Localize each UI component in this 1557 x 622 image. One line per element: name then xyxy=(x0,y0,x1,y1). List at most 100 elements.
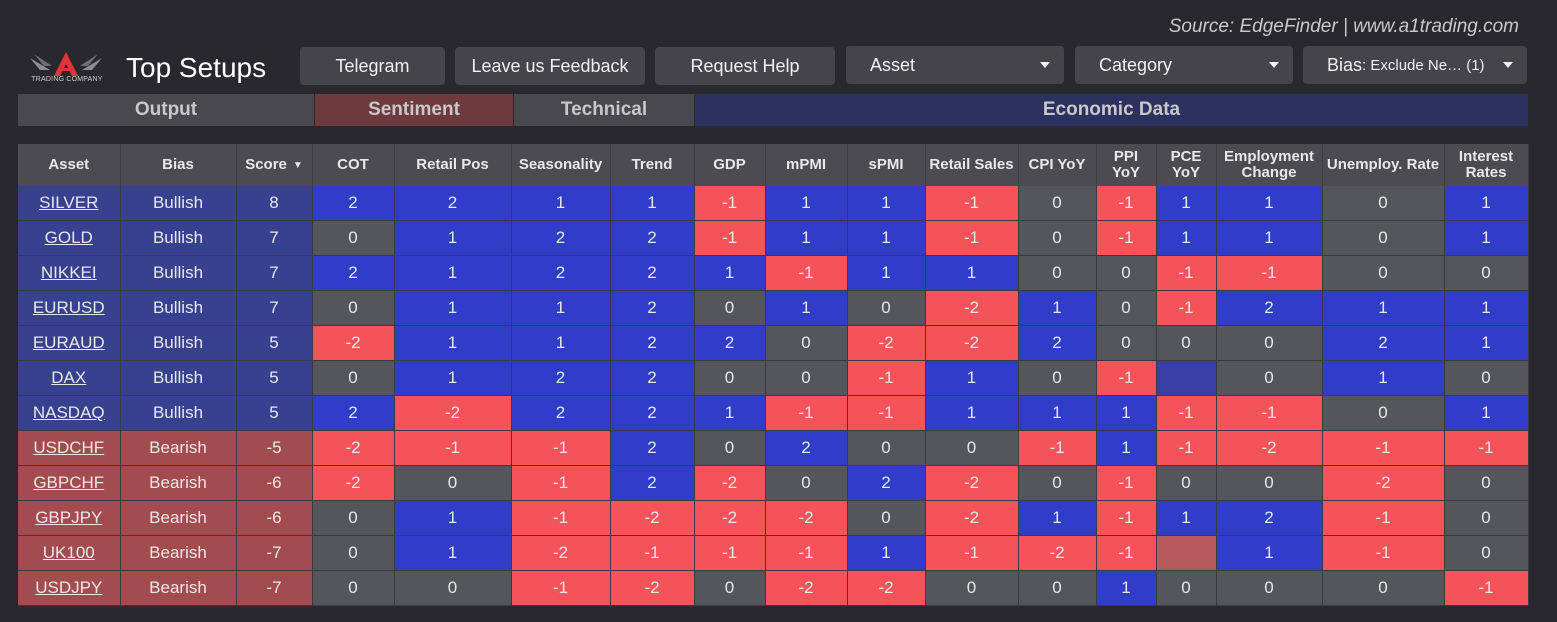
table-row: NASDAQ Bullish 5 2 -2 2 2 1 -1 -1 1 1 1 -1 -1 0 1 xyxy=(18,395,1529,431)
value-cell: -1 xyxy=(1156,430,1217,466)
value-cell: 2 xyxy=(610,255,695,291)
value-cell: -2 xyxy=(925,465,1019,501)
value-cell: 0 xyxy=(1322,220,1445,256)
value-cell: 1 xyxy=(694,395,766,431)
value-cell: 1 xyxy=(1444,220,1529,256)
asset-link[interactable]: GOLD xyxy=(44,228,93,247)
telegram-button[interactable]: Telegram xyxy=(300,47,445,85)
column-header-retail-pos[interactable]: Retail Pos xyxy=(394,144,512,186)
asset-cell: SILVER xyxy=(18,186,121,221)
asset-link[interactable]: DAX xyxy=(51,368,87,387)
value-cell: 1 xyxy=(1216,186,1323,221)
value-cell: 0 xyxy=(694,290,766,326)
value-cell: 0 xyxy=(1018,220,1097,256)
asset-link[interactable]: EURAUD xyxy=(32,333,105,352)
value-cell: 1 xyxy=(765,290,848,326)
asset-dropdown[interactable]: Asset xyxy=(846,46,1064,84)
column-header-cot[interactable]: COT xyxy=(312,144,395,186)
value-cell: -1 xyxy=(511,570,611,606)
column-header-ppi-yoy[interactable]: PPI YoY xyxy=(1096,144,1157,186)
value-cell: 1 xyxy=(394,255,512,291)
score-cell: -5 xyxy=(236,430,313,466)
asset-link[interactable]: GBPJPY xyxy=(35,508,103,527)
value-cell: 2 xyxy=(312,255,395,291)
column-header-unemploy-rate[interactable]: Unemploy. Rate xyxy=(1322,144,1445,186)
table-row: GBPCHF Bearish -6 -2 0 -1 2 -2 0 2 -2 0 -1 0 0 -2 0 xyxy=(18,465,1529,501)
value-cell: -2 xyxy=(925,290,1019,326)
column-header-cpi-yoy[interactable]: CPI YoY xyxy=(1018,144,1097,186)
value-cell: 0 xyxy=(1018,465,1097,501)
column-header-spmi[interactable]: sPMI xyxy=(847,144,926,186)
column-header-label: Employment Change xyxy=(1223,148,1314,181)
column-header-asset[interactable]: Asset xyxy=(18,144,121,186)
value-cell: 2 xyxy=(394,186,512,221)
value-cell: 2 xyxy=(694,325,766,361)
bias-dropdown-value: : Exclude Ne… (1) xyxy=(1362,56,1485,74)
value-cell: -1 xyxy=(610,535,695,571)
score-cell: 5 xyxy=(236,325,313,361)
column-header-seasonality[interactable]: Seasonality xyxy=(511,144,611,186)
asset-link[interactable]: USDCHF xyxy=(33,438,105,457)
asset-cell: DAX xyxy=(18,360,121,396)
value-cell: 0 xyxy=(1216,570,1323,606)
asset-link[interactable]: UK100 xyxy=(42,543,95,562)
value-cell: 0 xyxy=(1322,395,1445,431)
sort-desc-icon[interactable]: ▼ xyxy=(292,159,303,171)
value-cell: 1 xyxy=(1096,570,1157,606)
asset-link[interactable]: NASDAQ xyxy=(32,403,105,422)
page-title: Top Setups xyxy=(126,52,267,83)
column-header-gdp[interactable]: GDP xyxy=(694,144,766,186)
bias-cell: Bullish xyxy=(120,186,237,221)
value-cell: 1 xyxy=(394,220,512,256)
request-help-button[interactable]: Request Help xyxy=(655,47,835,85)
value-cell xyxy=(1156,360,1217,396)
value-cell: 0 xyxy=(925,570,1019,606)
value-cell: -1 xyxy=(1216,255,1323,291)
bias-cell: Bullish xyxy=(120,325,237,361)
category-dropdown[interactable]: Category xyxy=(1075,46,1293,84)
asset-link[interactable]: NIKKEI xyxy=(40,263,97,282)
column-header-score[interactable]: Score ▼ xyxy=(236,144,313,186)
column-header-trend[interactable]: Trend xyxy=(610,144,695,186)
logo-text: TRADING COMPANY xyxy=(31,76,103,83)
value-cell: 2 xyxy=(1216,500,1323,536)
value-cell: 1 xyxy=(1322,290,1445,326)
value-cell: 1 xyxy=(1216,535,1323,571)
asset-cell: USDJPY xyxy=(18,570,121,606)
value-cell: 2 xyxy=(610,360,695,396)
value-cell: -1 xyxy=(1096,465,1157,501)
value-cell: 2 xyxy=(511,360,611,396)
score-cell: 7 xyxy=(236,220,313,256)
column-header-interest-rates[interactable]: Interest Rates xyxy=(1444,144,1529,186)
value-cell: 2 xyxy=(610,325,695,361)
value-cell: -1 xyxy=(847,360,926,396)
value-cell: -2 xyxy=(1322,465,1445,501)
value-cell: 0 xyxy=(1018,360,1097,396)
column-header-retail-sales[interactable]: Retail Sales xyxy=(925,144,1019,186)
column-header-label: GDP xyxy=(713,156,746,173)
feedback-button[interactable]: Leave us Feedback xyxy=(455,47,645,85)
value-cell: 0 xyxy=(312,500,395,536)
value-cell: 1 xyxy=(765,186,848,221)
column-header-mpmi[interactable]: mPMI xyxy=(765,144,848,186)
value-cell: 2 xyxy=(610,395,695,431)
column-header-pce-yoy[interactable]: PCE YoY xyxy=(1156,144,1217,186)
value-cell: 0 xyxy=(1216,325,1323,361)
column-header-label: Retail Pos xyxy=(416,156,489,173)
value-cell: 1 xyxy=(1444,290,1529,326)
value-cell: 1 xyxy=(847,535,926,571)
asset-link[interactable]: GBPCHF xyxy=(33,473,105,492)
column-header-bias[interactable]: Bias xyxy=(120,144,237,186)
table-row: SILVER Bullish 8 2 2 1 1 -1 1 1 -1 0 -1 1 1 0 1 xyxy=(18,186,1529,221)
asset-link[interactable]: USDJPY xyxy=(35,578,103,597)
asset-link[interactable]: EURUSD xyxy=(32,298,105,317)
value-cell: -1 xyxy=(1096,186,1157,221)
column-header-employment-change[interactable]: Employment Change xyxy=(1216,144,1323,186)
column-header-label: mPMI xyxy=(785,156,826,173)
bias-cell: Bullish xyxy=(120,290,237,326)
value-cell: -1 xyxy=(511,465,611,501)
asset-cell: GOLD xyxy=(18,220,121,256)
asset-link[interactable]: SILVER xyxy=(39,193,99,212)
bias-dropdown[interactable]: Bias : Exclude Ne… (1) xyxy=(1303,46,1527,84)
value-cell: 0 xyxy=(394,465,512,501)
